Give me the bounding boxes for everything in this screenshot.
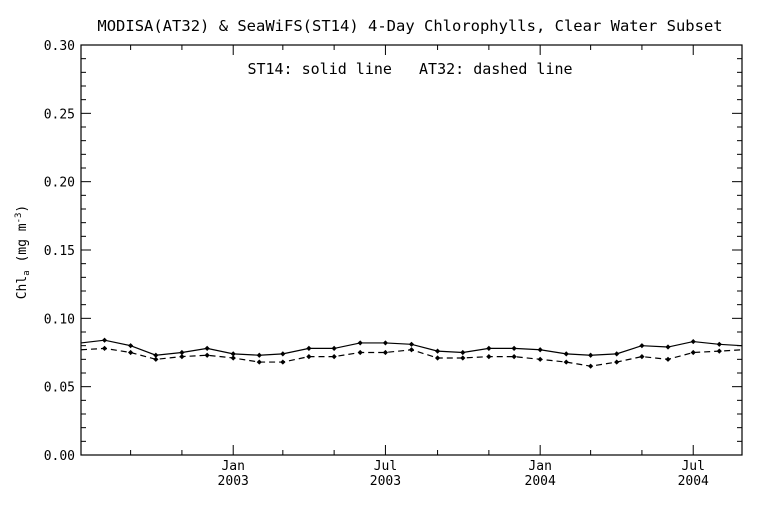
series-st14-point	[306, 345, 312, 351]
y-tick-label: 0.25	[44, 107, 75, 122]
series-layer	[80, 337, 743, 369]
series-st14-point	[690, 338, 696, 345]
y-axis-label: Chla (mg m-3)	[14, 205, 32, 300]
series-at32-point	[614, 359, 620, 365]
series-st14-point	[280, 351, 286, 357]
x-tick-label-month: Jan	[221, 459, 244, 474]
series-at32-point	[460, 355, 466, 361]
series-st14-point	[486, 345, 492, 351]
series-st14-point	[408, 341, 415, 347]
series-at32-point	[716, 348, 722, 354]
series-st14-point	[614, 351, 620, 357]
y-tick-label: 0.30	[44, 39, 75, 54]
series-st14-point	[537, 347, 543, 353]
series-at32-point	[256, 359, 262, 365]
x-tick-label-year: 2003	[218, 474, 249, 489]
chart-title: MODISA(AT32) & SeaWiFS(ST14) 4-Day Chlor…	[97, 17, 722, 35]
series-at32-point	[179, 354, 185, 360]
series-at32-point	[408, 347, 415, 353]
series-annotation: ST14: solid line AT32: dashed line	[247, 60, 572, 78]
series-st14-point	[128, 343, 134, 349]
x-tick-label-month: Jul	[374, 459, 397, 474]
series-st14-point	[639, 343, 645, 349]
series-st14-point	[153, 352, 159, 358]
y-axis-label-units: (mg m	[15, 223, 30, 270]
series-st14-point	[204, 345, 210, 351]
y-axis-label-superscript: -3	[14, 213, 24, 224]
x-tick-label-year: 2004	[678, 474, 709, 489]
series-st14-point	[179, 349, 185, 356]
series-st14-point	[101, 337, 108, 343]
series-at32-point	[331, 354, 337, 360]
series-at32-point	[306, 354, 312, 360]
series-st14-point	[511, 345, 517, 351]
series-st14-point	[460, 349, 466, 356]
series-at32-point	[434, 355, 441, 361]
axes: 0.000.050.100.150.200.250.30Jan2003Jul20…	[44, 39, 743, 489]
series-at32-point	[639, 354, 645, 360]
series-at32-point	[101, 345, 108, 351]
series-at32-point	[357, 349, 363, 356]
series-at32-point	[280, 359, 286, 365]
plot-frame	[80, 44, 743, 456]
series-at32-point	[204, 352, 210, 358]
series-st14-point	[256, 352, 262, 358]
series-st14-point	[563, 351, 569, 357]
series-st14-point	[331, 345, 337, 351]
y-tick-label: 0.20	[44, 176, 75, 191]
y-tick-label: 0.00	[44, 449, 75, 464]
series-at32-point	[511, 354, 517, 360]
x-tick-label-year: 2003	[370, 474, 401, 489]
x-tick-label-month: Jul	[681, 459, 704, 474]
series-st14-point	[382, 340, 389, 346]
series-at32-point	[382, 349, 389, 356]
y-axis-label-subscript: a	[22, 270, 32, 275]
y-axis-label-base: Chl	[15, 276, 30, 299]
series-st14-point	[716, 341, 722, 347]
y-tick-label: 0.10	[44, 312, 75, 327]
series-at32-point	[486, 354, 492, 360]
series-at32-point	[665, 356, 671, 362]
series-at32-point	[537, 356, 543, 362]
series-at32-point	[690, 349, 696, 356]
series-st14-point	[357, 340, 363, 346]
y-axis-label-close: )	[15, 205, 30, 213]
y-tick-label: 0.15	[44, 244, 75, 259]
series-st14-point	[588, 352, 594, 358]
series-at32-point	[128, 349, 134, 356]
series-st14-point	[665, 344, 671, 350]
y-tick-label: 0.05	[44, 381, 75, 396]
series-st14-point	[230, 351, 236, 357]
series-at32-point	[563, 359, 569, 365]
x-tick-label-year: 2004	[525, 474, 556, 489]
series-st14-point	[434, 348, 441, 354]
series-at32-point	[588, 363, 594, 369]
series-at32-point	[153, 356, 159, 362]
x-tick-label-month: Jan	[528, 459, 551, 474]
series-at32-point	[230, 355, 236, 361]
